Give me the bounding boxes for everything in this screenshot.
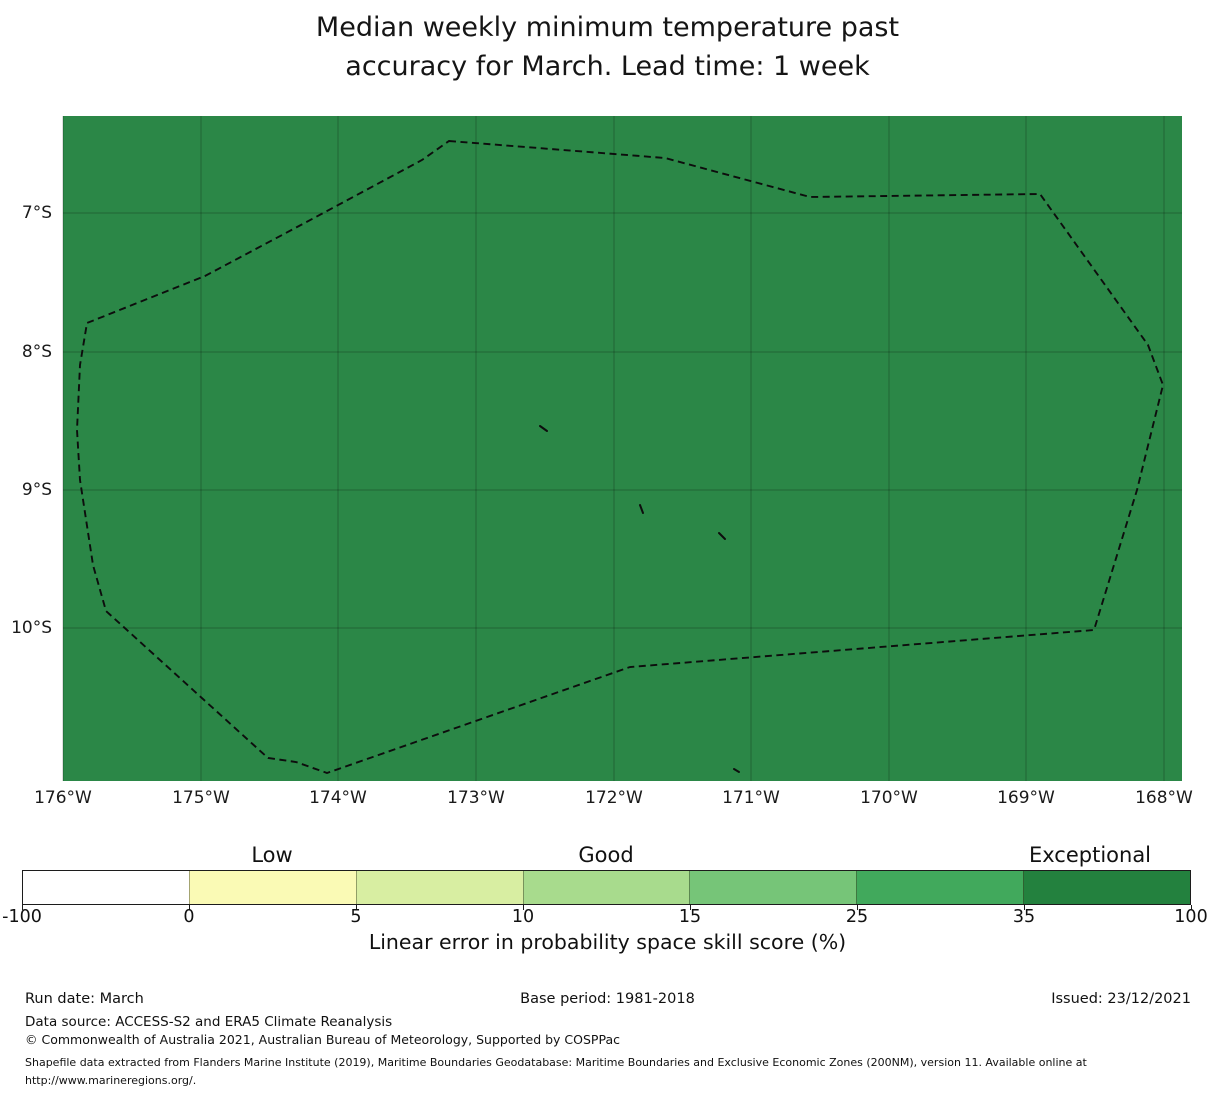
colorbar [22, 870, 1191, 905]
colorbar-tick-label: -100 [2, 907, 42, 927]
shapefile-attribution-line2: http://www.marineregions.org/. [25, 1073, 197, 1087]
colorbar-tick-label: 15 [678, 907, 702, 927]
colorbar-segment [23, 871, 189, 904]
y-tick-label: 9°S [21, 480, 52, 500]
x-tick-label: 170°W [860, 788, 918, 808]
data-source-text: Data source: ACCESS-S2 and ERA5 Climate … [25, 1014, 393, 1030]
colorbar-tick-label: 10 [511, 907, 535, 927]
x-tick-label: 174°W [309, 788, 367, 808]
figure-title-line2: accuracy for March. Lead time: 1 week [345, 51, 870, 82]
colorbar-tickmark [523, 905, 525, 910]
colorbar-tick-label: 5 [350, 907, 362, 927]
colorbar-segment [1023, 871, 1191, 904]
shapefile-attribution-line1: Shapefile data extracted from Flanders M… [25, 1056, 1087, 1069]
colorbar-tickmark [356, 905, 358, 910]
colorbar-tick-label: 25 [845, 907, 869, 927]
colorbar-axis-title: Linear error in probability space skill … [368, 930, 847, 954]
x-tick-label: 171°W [722, 788, 780, 808]
x-tick-label: 172°W [585, 788, 643, 808]
run-date-text: Run date: March [25, 991, 144, 1007]
colorbar-segment [188, 871, 356, 904]
colorbar-tick-label: 35 [1012, 907, 1036, 927]
colorbar-tickmark [189, 905, 191, 910]
colorbar-category-good: Good [578, 843, 634, 867]
base-period-text: Base period: 1981-2018 [520, 991, 695, 1007]
colorbar-tickmark [22, 905, 24, 910]
y-tick-label: 7°S [21, 203, 52, 223]
island-nukunonu-icon [639, 504, 644, 514]
colorbar-segment [689, 871, 857, 904]
figure-title-line1: Median weekly minimum temperature past [315, 12, 900, 43]
x-tick-label: 169°W [997, 788, 1055, 808]
island-fakaofo-icon [718, 532, 726, 540]
colorbar-tickmark [857, 905, 859, 910]
colorbar-segment [355, 871, 523, 904]
figure-title: Median weekly minimum temperature past a… [0, 8, 1215, 86]
copyright-text: © Commonwealth of Australia 2021, Austra… [25, 1032, 620, 1047]
ocean-fill [63, 116, 1182, 781]
x-tick-label: 173°W [447, 788, 505, 808]
y-tick-label: 10°S [11, 618, 52, 638]
issued-date-text: Issued: 23/12/2021 [1051, 991, 1191, 1007]
colorbar-tick-label: 0 [183, 907, 195, 927]
y-tick-label: 8°S [21, 342, 52, 362]
x-tick-label: 175°W [172, 788, 230, 808]
island-swains-icon [733, 768, 740, 773]
colorbar-category-exceptional: Exceptional [1028, 843, 1152, 867]
colorbar-tickmark [1024, 905, 1026, 910]
colorbar-segment [856, 871, 1024, 904]
eez-boundary-dashed [76, 140, 1164, 775]
x-tick-label: 168°W [1135, 788, 1193, 808]
colorbar-tickmark [1191, 905, 1193, 910]
island-atafu-icon [539, 425, 548, 432]
colorbar-tick-label: 100 [1174, 907, 1208, 927]
colorbar-tickmark [690, 905, 692, 910]
colorbar-segment [522, 871, 690, 904]
colorbar-category-low: Low [251, 843, 293, 867]
x-tick-label: 176°W [34, 788, 92, 808]
shapefile-attribution: Shapefile data extracted from Flanders M… [25, 1054, 1200, 1089]
